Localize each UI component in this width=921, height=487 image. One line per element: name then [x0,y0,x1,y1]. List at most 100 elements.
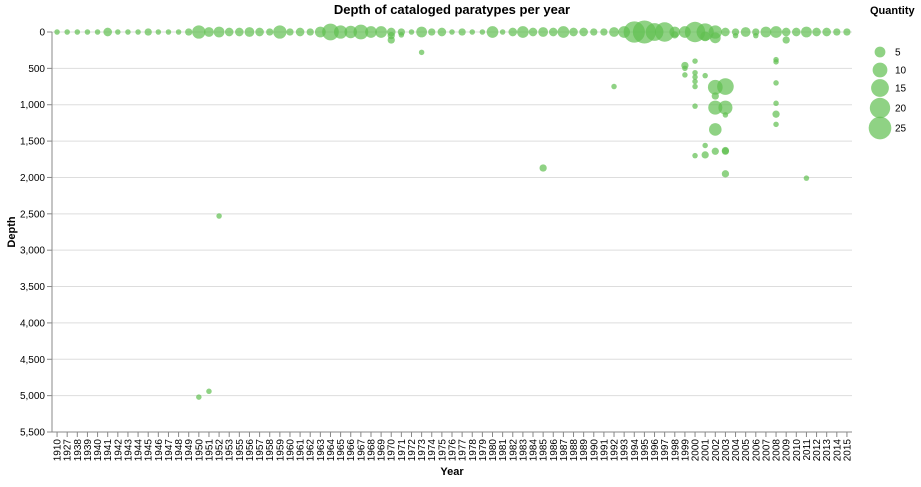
data-point [538,27,549,37]
data-point [692,69,698,76]
x-tick-label: 1946 [154,439,165,462]
x-tick-label: 1957 [255,439,266,462]
x-tick-label: 1979 [478,439,489,462]
data-point [701,151,709,159]
data-point [721,147,730,155]
x-tick-label: 1973 [417,439,428,462]
data-point [671,31,679,39]
x-tick-label: 1960 [285,439,296,462]
x-tick-label: 1972 [407,439,418,462]
x-tick-label: 2010 [792,439,803,462]
x-tick-label: 2012 [812,439,823,462]
data-point [295,27,305,37]
data-point [235,27,244,37]
data-point [654,22,675,42]
x-tick-label: 1987 [559,439,570,462]
data-point [782,36,790,44]
data-point [773,80,779,86]
y-tick-label: 3,000 [20,246,45,257]
data-point [682,65,688,72]
data-point [692,103,698,109]
legend-label: 10 [895,66,907,77]
x-tick-label: 1952 [215,439,226,462]
x-tick-label: 1997 [660,439,671,462]
data-point [365,26,377,38]
x-tick-label: 1943 [123,439,134,462]
data-point [579,27,588,37]
data-point [333,25,348,39]
data-point [216,213,222,219]
x-tick-label: 1945 [144,439,155,462]
data-point [692,58,698,64]
legend-label: 25 [895,124,907,135]
data-point [590,28,598,36]
x-tick-label: 2011 [802,439,813,461]
data-point [469,29,475,35]
x-tick-label: 2014 [832,439,843,462]
data-point [185,28,193,36]
x-tick-label: 1947 [164,439,175,462]
data-point [760,26,772,38]
data-point [204,27,214,37]
x-tick-label: 1985 [539,439,550,462]
data-point [692,74,698,80]
data-point [781,27,791,37]
data-point [273,25,287,39]
data-point [449,29,455,35]
y-tick-label: 4,000 [20,318,45,329]
data-point [772,110,780,118]
x-tick-label: 2007 [761,439,772,462]
legend-label: 20 [895,104,907,115]
data-point [84,29,91,35]
data-point [611,83,617,90]
x-tick-label: 1980 [488,439,499,462]
y-tick-label: 5,000 [20,391,45,402]
x-tick-label: 1994 [630,439,641,462]
data-point [812,27,821,37]
data-point [322,23,339,41]
data-point [702,72,708,79]
data-point [539,164,547,172]
x-tick-label: 1976 [448,439,459,462]
data-point [709,32,721,44]
x-tick-label: 1986 [549,439,560,462]
legend-symbol [869,97,891,119]
x-tick-label: 1981 [498,439,509,462]
data-point [437,27,447,37]
x-tick-label: 2008 [772,439,783,462]
data-point [740,27,751,37]
x-tick-label: 2005 [741,439,752,462]
y-tick-label: 5,500 [20,428,45,439]
data-point [192,25,206,39]
data-point [135,29,141,35]
data-point [74,29,81,35]
data-point [711,147,719,155]
y-tick-label: 1,000 [20,100,45,111]
x-tick-label: 1967 [356,439,367,462]
data-point [718,100,733,115]
data-point [418,49,425,56]
y-axis-title: Depth [6,216,18,247]
data-point [548,27,558,37]
x-tick-label: 1990 [589,439,600,462]
x-tick-label: 1974 [427,439,438,462]
x-tick-label: 1948 [174,439,185,462]
data-point [709,123,722,136]
x-tick-label: 1940 [93,439,104,462]
data-point [375,26,387,38]
data-point [557,26,570,38]
x-tick-label: 1955 [235,439,246,462]
y-tick-label: 2,500 [20,209,45,220]
data-point [692,152,698,159]
data-point [833,28,841,36]
data-point [255,27,264,37]
data-point [717,78,734,95]
x-tick-label: 1953 [225,439,236,462]
x-tick-label: 1910 [53,439,64,462]
x-tick-label: 1962 [306,439,317,462]
data-point [103,27,113,37]
data-point [416,26,428,38]
x-tick-label: 2009 [782,439,793,462]
